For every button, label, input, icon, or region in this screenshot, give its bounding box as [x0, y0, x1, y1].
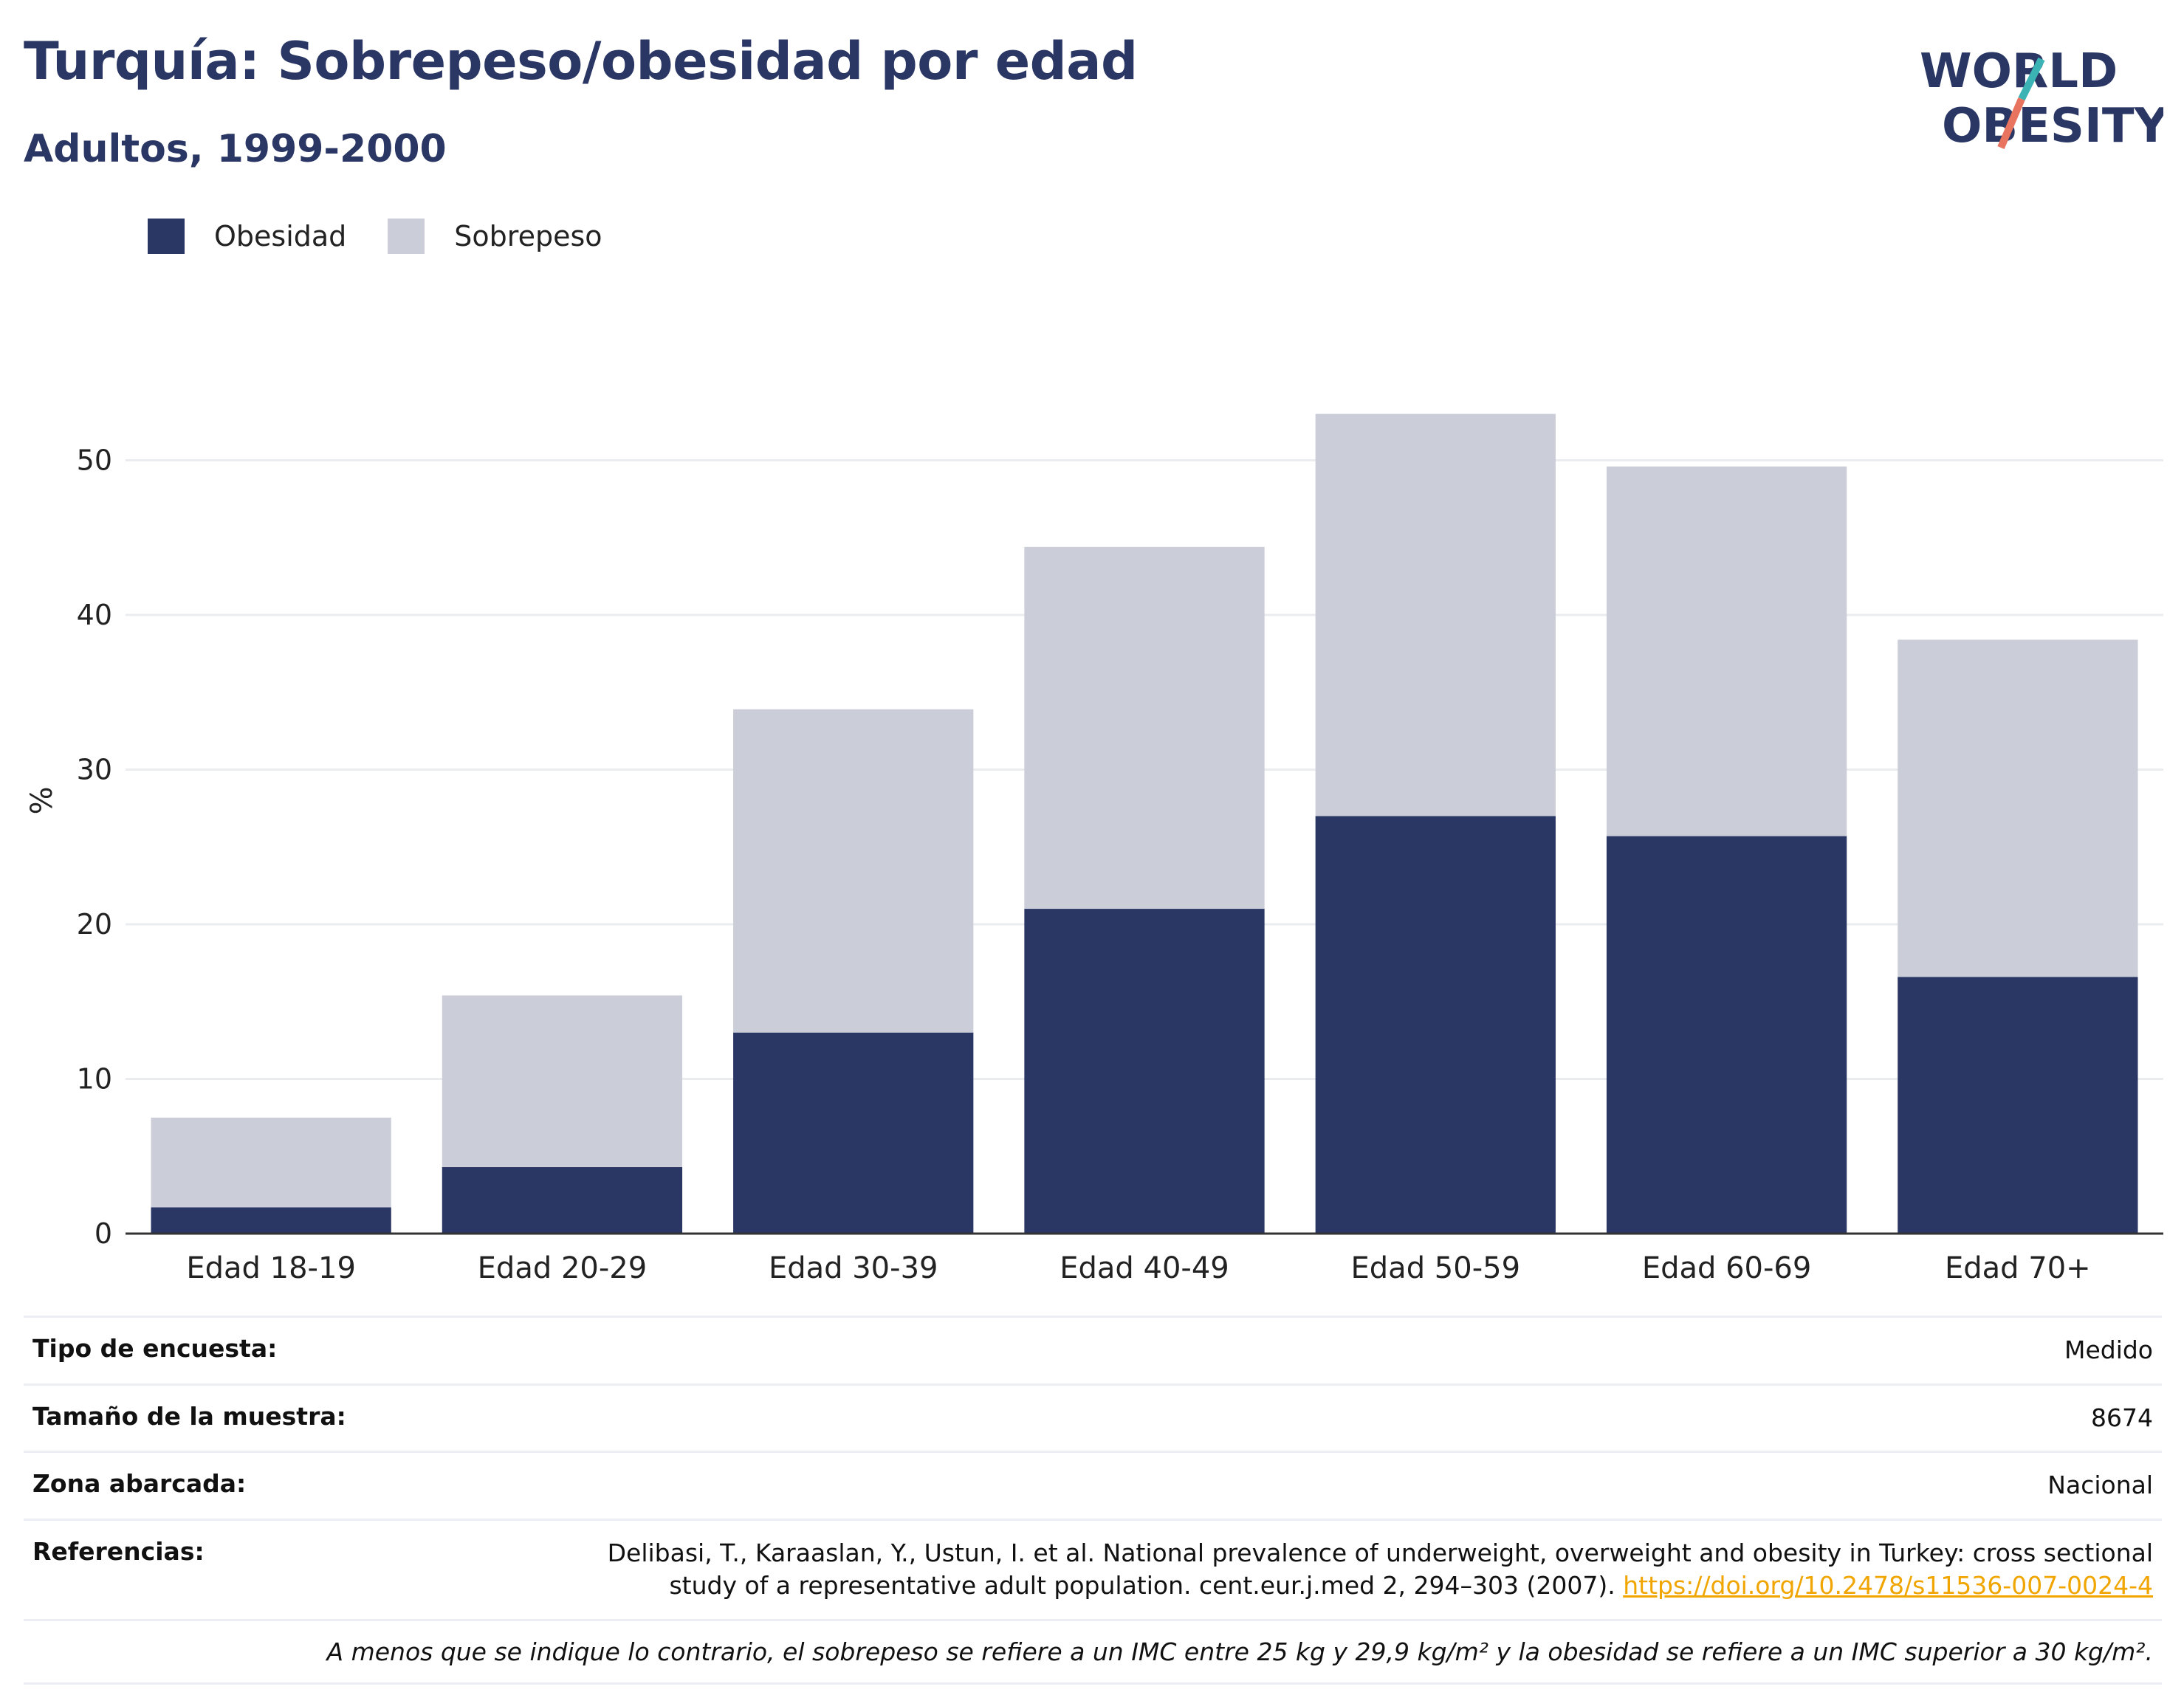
info-key: Tipo de encuesta: [32, 1334, 278, 1363]
info-key: Tamaño de la muestra: [32, 1401, 346, 1431]
stacked-bar-chart: 0 10 20 30 40 50% Edad 18-19 Edad 20-29 Edad 30-… [25, 413, 2163, 1285]
x-tick-label: Edad 20-29 [478, 1251, 648, 1285]
x-tick-label: Edad 40-49 [1060, 1251, 1229, 1285]
bar-obesidad [442, 1166, 683, 1234]
reference-text: Delibasi, T., Karaaslan, Y., Ustun, I. e… [566, 1537, 2153, 1603]
legend-label-obesidad: Obesidad [214, 220, 347, 252]
logo-slash-top [2018, 57, 2045, 101]
logo-line2: OBESITY [1942, 99, 2163, 154]
info-key: Referencias: [32, 1536, 205, 1566]
info-key: Zona abarcada: [32, 1469, 247, 1499]
bar-obesidad [1315, 816, 1556, 1234]
definition-note: A menos que se indique lo contrario, el … [24, 1618, 2162, 1685]
bar-obesidad [1024, 909, 1265, 1234]
info-value: Nacional [2047, 1471, 2153, 1500]
legend-item-sobrepeso[interactable]: Sobrepeso [388, 219, 602, 254]
x-tick-label: Edad 50-59 [1351, 1251, 1521, 1285]
chart-title: Turquía: Sobrepeso/obesidad por edad [24, 31, 1138, 92]
bar-obesidad [151, 1207, 391, 1234]
info-row-survey-type: Tipo de encuesta: Medido [24, 1316, 2162, 1383]
y-tick-label: 40 [77, 599, 112, 631]
y-tick-label: 10 [77, 1063, 112, 1096]
y-axis-label: % [25, 786, 59, 814]
info-table: Tipo de encuesta: Medido Tamaño de la mu… [24, 1316, 2162, 1685]
info-row-sample-size: Tamaño de la muestra: 8674 [24, 1383, 2162, 1451]
logo-line1: WORLD [1920, 44, 2118, 99]
y-tick-label: 20 [77, 908, 112, 941]
y-tick-label: 0 [95, 1217, 112, 1250]
bar-obesidad [733, 1032, 974, 1234]
y-tick-label: 50 [77, 444, 112, 477]
bar-obesidad [1606, 836, 1847, 1234]
bar-sobrepeso [1024, 546, 1265, 910]
info-value: 8674 [2091, 1403, 2153, 1432]
bar-sobrepeso [442, 995, 683, 1167]
logo-slash-bottom [1997, 97, 2025, 149]
world-obesity-logo: WORLD OBESITY [1920, 44, 2163, 154]
x-tick-label: Edad 70+ [1945, 1251, 2091, 1285]
reference-citation: Delibasi, T., Karaaslan, Y., Ustun, I. e… [607, 1538, 2153, 1601]
legend-label-sobrepeso: Sobrepeso [454, 220, 602, 252]
bar-obesidad [1898, 977, 2138, 1234]
chart-subtitle: Adultos, 1999-2000 [24, 127, 447, 171]
bar-sobrepeso [1606, 466, 1847, 836]
chart-legend: Obesidad Sobrepeso [148, 219, 644, 254]
legend-swatch-obesidad [148, 219, 185, 254]
x-tick-label: Edad 18-19 [186, 1251, 356, 1285]
info-value: Medido [2064, 1335, 2153, 1364]
x-tick-label: Edad 30-39 [769, 1251, 938, 1285]
bar-sobrepeso [733, 709, 974, 1033]
bar-sobrepeso [151, 1117, 391, 1208]
reference-link[interactable]: https://doi.org/10.2478/s11536-007-0024-… [1623, 1571, 2153, 1601]
bar-sobrepeso [1315, 413, 1556, 816]
x-tick-label: Edad 60-69 [1642, 1251, 1812, 1285]
bar-sobrepeso [1898, 639, 2138, 977]
info-row-coverage: Zona abarcada: Nacional [24, 1451, 2162, 1519]
legend-swatch-sobrepeso [388, 219, 425, 254]
y-tick-label: 30 [77, 754, 112, 786]
legend-item-obesidad[interactable]: Obesidad [148, 219, 346, 254]
info-row-references: Referencias: Delibasi, T., Karaaslan, Y.… [24, 1518, 2162, 1619]
